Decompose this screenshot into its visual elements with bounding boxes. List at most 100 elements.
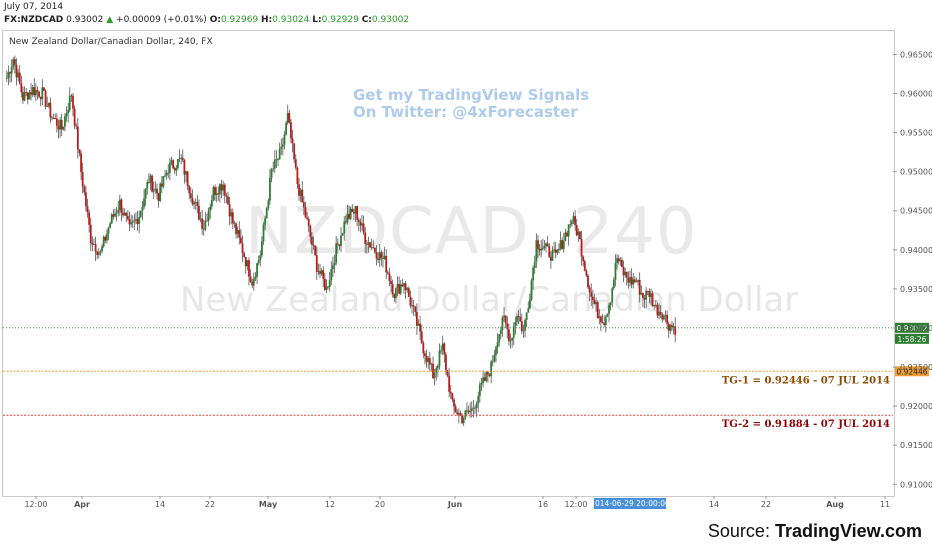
candle-up (493, 354, 496, 362)
candle-down (588, 287, 591, 293)
candle-down (81, 172, 84, 187)
candle-down (646, 290, 649, 292)
candle-up (168, 162, 171, 174)
candle-down (304, 207, 307, 218)
candle-up (532, 267, 535, 281)
candle-up (572, 216, 575, 222)
candle-up (396, 283, 399, 288)
candle-down (388, 273, 391, 282)
candle-up (272, 168, 275, 170)
candle-up (511, 337, 514, 341)
candle-up (7, 72, 10, 79)
candle-up (102, 236, 105, 247)
candle-down (425, 356, 428, 362)
description-watermark: New Zealand Dollar/Canadian Dollar (180, 280, 799, 320)
candle-up (433, 372, 436, 379)
candle-down (546, 243, 549, 246)
candle-up (320, 270, 323, 274)
candle-up (114, 213, 116, 217)
candle-up (340, 235, 342, 246)
candle-down (372, 247, 375, 249)
candle-up (516, 315, 518, 322)
x-tick-label: 12 (325, 500, 335, 509)
candle-up (499, 330, 502, 334)
candle-up (394, 287, 397, 299)
candle-up (47, 102, 50, 107)
candle-down (391, 283, 394, 295)
candle-down (461, 414, 463, 424)
candle-down (414, 306, 417, 312)
candle-up (259, 255, 262, 261)
candle-down (36, 90, 39, 92)
candle-down (70, 95, 73, 97)
candle-down (351, 208, 354, 212)
chart-pane[interactable] (2, 30, 895, 497)
candle-down (622, 266, 625, 276)
candle-up (551, 250, 554, 261)
y-tick-label: 0.93000 (900, 324, 932, 333)
candle-up (346, 213, 349, 223)
candle-up (332, 265, 334, 269)
candle-down (223, 184, 226, 196)
candle-up (491, 361, 494, 363)
candle-up (246, 260, 249, 267)
candle-up (611, 288, 614, 303)
candle-down (432, 363, 434, 379)
candle-up (62, 126, 65, 130)
candle-down (630, 277, 633, 285)
countdown-badge (895, 333, 929, 344)
candle-up (562, 240, 565, 249)
candle-down (382, 258, 384, 260)
candle-down (173, 168, 176, 171)
candle-down (172, 160, 174, 169)
candle-down (57, 125, 60, 130)
candle-up (178, 158, 181, 159)
candle-down (167, 172, 170, 174)
y-tick-label: 0.94500 (900, 207, 932, 216)
candle-up (569, 224, 572, 226)
candle-down (451, 393, 454, 400)
candle-up (118, 199, 121, 210)
candle-down (294, 159, 297, 168)
candle-down (506, 323, 509, 330)
source-prefix: Source: (707, 521, 775, 541)
candle-up (540, 248, 543, 251)
x-tick-label: 12:00 (24, 500, 47, 509)
candle-down (420, 331, 423, 343)
x-tick-label: Apr (74, 500, 90, 509)
candle-up (230, 212, 233, 217)
candle-down (181, 157, 184, 161)
candle-up (260, 241, 263, 256)
candle-down (201, 218, 204, 229)
candle-up (514, 321, 517, 327)
candle-down (188, 186, 191, 194)
target-label-tg-1: TG-1 = 0.92446 - 07 JUL 2014 (722, 375, 890, 386)
candle-up (236, 230, 239, 234)
candle-down (233, 223, 236, 224)
candle-down (18, 72, 21, 84)
candle-up (361, 223, 363, 226)
open-value: 0.92969 (220, 15, 259, 25)
candle-down (39, 96, 42, 100)
candle-up (254, 276, 257, 279)
candle-down (30, 92, 32, 95)
candle-up (31, 87, 34, 95)
candle-down (55, 118, 58, 126)
candle-down (621, 259, 623, 267)
candle-down (548, 245, 551, 258)
candle-down (596, 302, 599, 319)
candle-down (661, 314, 664, 320)
candle-down (549, 257, 552, 261)
candle-up (273, 159, 276, 169)
candle-down (323, 278, 326, 290)
candle-up (501, 317, 504, 331)
candle-down (309, 225, 312, 237)
candle-up (262, 224, 265, 242)
candle-down (301, 189, 304, 203)
close-value: 0.93002 (371, 15, 410, 25)
candle-up (477, 396, 480, 404)
symbol-label[interactable]: FX:NZDCAD (4, 15, 64, 25)
candle-down (89, 224, 92, 244)
candle-up (185, 171, 187, 175)
